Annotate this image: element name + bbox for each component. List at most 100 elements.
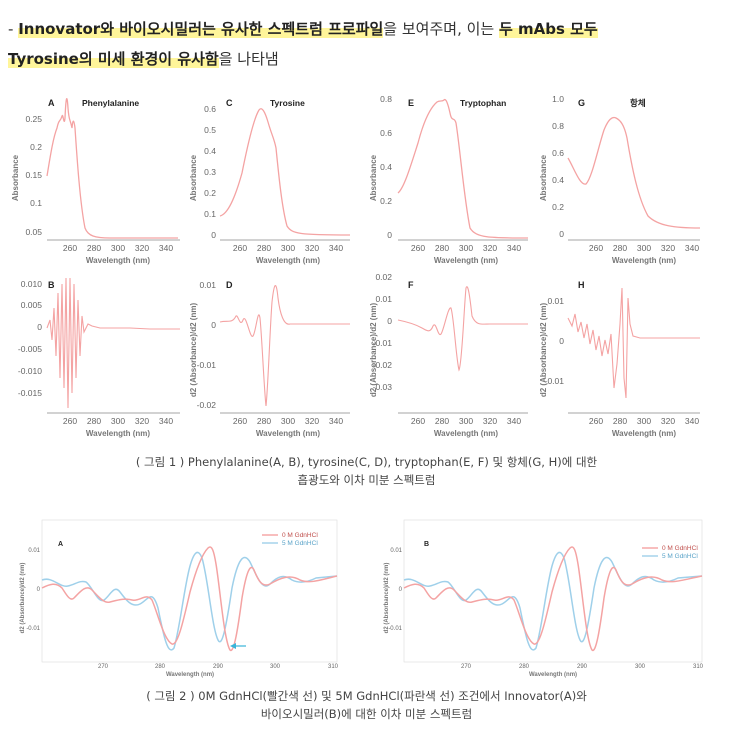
y-tick: 0.2 [30, 142, 42, 152]
y-axis-label: Absorbance [369, 154, 378, 201]
x-axis-label: Wavelength (nm) [256, 429, 320, 438]
x-axis-label: Wavelength (nm) [256, 256, 320, 265]
x-axis-label: Wavelength (nm) [612, 256, 676, 265]
y-tick: 0.005 [21, 300, 43, 310]
y-tick: 0.4 [380, 162, 392, 172]
x-tick: 320 [483, 243, 497, 253]
y-tick: 0.010 [21, 279, 43, 289]
panel-f-tryptophan-d2: F 0.02 0.01 0 -0.01 -0.02 -0.03 260 280 … [369, 272, 528, 438]
y-tick: 0 [559, 336, 564, 346]
y-tick: -0.01 [545, 376, 565, 386]
y-tick: -0.01 [26, 626, 40, 632]
x-axis-label: Wavelength (nm) [434, 429, 498, 438]
y-tick: 0.2 [552, 202, 564, 212]
panel-letter: G [578, 98, 585, 108]
panel-h-antibody-d2: H 0.01 0 -0.01 260 280 300 320 340 Wavel… [539, 280, 700, 438]
x-tick: 280 [87, 416, 101, 426]
y-tick: 0.8 [380, 94, 392, 104]
panel-letter: H [578, 280, 585, 290]
x-tick: 270 [98, 664, 109, 670]
y-tick: -0.015 [18, 388, 42, 398]
legend-label-5m: 5 M GdnHCl [282, 540, 318, 547]
y-tick: 0.6 [552, 148, 564, 158]
legend-label-0m: 0 M GdnHCl [282, 532, 318, 539]
x-tick: 260 [233, 416, 247, 426]
x-axis-label: Wavelength (nm) [86, 256, 150, 265]
spectrum-line [397, 98, 529, 239]
x-axis-label: Wavelength (nm) [529, 672, 577, 678]
y-tick: 0 [399, 587, 403, 593]
x-tick: 300 [637, 243, 651, 253]
x-tick: 340 [507, 243, 521, 253]
y-tick: 0.01 [199, 280, 216, 290]
figure-2-second-derivative: A 0.01 0 -0.01 270 280 290 300 310 Wavel… [20, 519, 704, 678]
y-tick: 0.25 [25, 114, 42, 124]
x-tick: 320 [305, 416, 319, 426]
x-tick: 300 [111, 416, 125, 426]
y-tick: 0 [37, 587, 41, 593]
x-tick: 320 [305, 243, 319, 253]
x-tick: 270 [461, 664, 472, 670]
panel-title: Tryptophan [460, 98, 506, 108]
heading-highlight-3: Tyrosine의 미세 환경이 유사함 [8, 50, 219, 68]
spectrum-line [219, 285, 350, 407]
x-tick: 280 [257, 416, 271, 426]
y-tick: 0.02 [375, 272, 392, 282]
y-axis-label: d2 (Absorbance)/d2 (nm) [20, 563, 26, 634]
y-tick: -0.010 [18, 366, 42, 376]
x-tick: 340 [159, 243, 173, 253]
y-tick: 0.1 [30, 198, 42, 208]
y-axis-label: Absorbance [11, 154, 20, 201]
y-axis-label: d2 (Absorbance)/d2 (nm) [369, 303, 378, 398]
y-axis-label: Absorbance [189, 154, 198, 201]
panel-b-phenylalanine-d2: B 0.010 0.005 0 -0.005 -0.010 -0.015 260… [18, 277, 180, 438]
x-axis-label: Wavelength (nm) [166, 672, 214, 678]
spectrum-line [219, 108, 351, 236]
caption-line: 흡광도와 이차 미분 스펙트럼 [297, 473, 436, 487]
x-tick: 300 [281, 243, 295, 253]
figure-2-caption: ( 그림 2 ) 0M GdnHCl(빨간색 선) 및 5M GdnHCl(파란… [0, 687, 733, 723]
y-tick: -0.01 [197, 360, 217, 370]
spectrum-line [46, 98, 178, 239]
panel-title: 항체 [630, 98, 646, 108]
y-tick: -0.005 [18, 344, 42, 354]
y-tick: 0.6 [380, 128, 392, 138]
x-tick: 340 [507, 416, 521, 426]
series-5m-gdnhcl [403, 551, 703, 651]
legend-label-5m: 5 M GdnHCl [662, 553, 698, 560]
panel-letter: E [408, 98, 414, 108]
x-tick: 290 [213, 664, 224, 670]
y-tick: 0.01 [390, 548, 402, 554]
heading-dash: - [8, 20, 19, 38]
y-tick: -0.02 [197, 400, 217, 410]
spectrum-line [397, 286, 528, 372]
x-tick: 260 [589, 243, 603, 253]
y-axis-label: d2 (Absorbance)/d2 (nm) [384, 563, 390, 634]
y-tick: 0 [387, 316, 392, 326]
y-axis-label: Absorbance [539, 154, 548, 201]
x-tick: 340 [159, 416, 173, 426]
y-tick: -0.01 [388, 626, 402, 632]
y-tick: 0.6 [204, 104, 216, 114]
caption-line: ( 그림 1 ) Phenylalanine(A, B), tyrosine(C… [135, 455, 598, 469]
x-tick: 280 [87, 243, 101, 253]
panel-c-tyrosine: C Tyrosine 0.6 0.5 0.4 0.3 0.2 0.1 0 260… [189, 98, 351, 265]
panel-letter: B [48, 280, 55, 290]
y-tick: -0.03 [373, 382, 393, 392]
x-tick: 300 [111, 243, 125, 253]
series-5m-gdnhcl [41, 551, 338, 651]
y-tick: 0 [211, 320, 216, 330]
y-tick: 0.4 [552, 175, 564, 185]
y-tick: 0 [211, 230, 216, 240]
spectrum-line [567, 287, 700, 399]
y-tick: 0.5 [204, 125, 216, 135]
y-tick: 0.4 [204, 146, 216, 156]
x-tick: 340 [685, 243, 699, 253]
panel-a-phenylalanine: A Phenylalanine 0.25 0.2 0.15 0.1 0.05 2… [11, 98, 180, 265]
x-tick: 290 [577, 664, 588, 670]
heading-highlight-2: 두 mAbs 모두 [498, 20, 598, 38]
summary-heading: - Innovator와 바이오시밀러는 유사한 스펙트럼 프로파일을 보여주며… [8, 14, 728, 74]
x-tick: 280 [257, 243, 271, 253]
y-tick: 0.01 [28, 548, 40, 554]
y-tick: 0 [37, 322, 42, 332]
